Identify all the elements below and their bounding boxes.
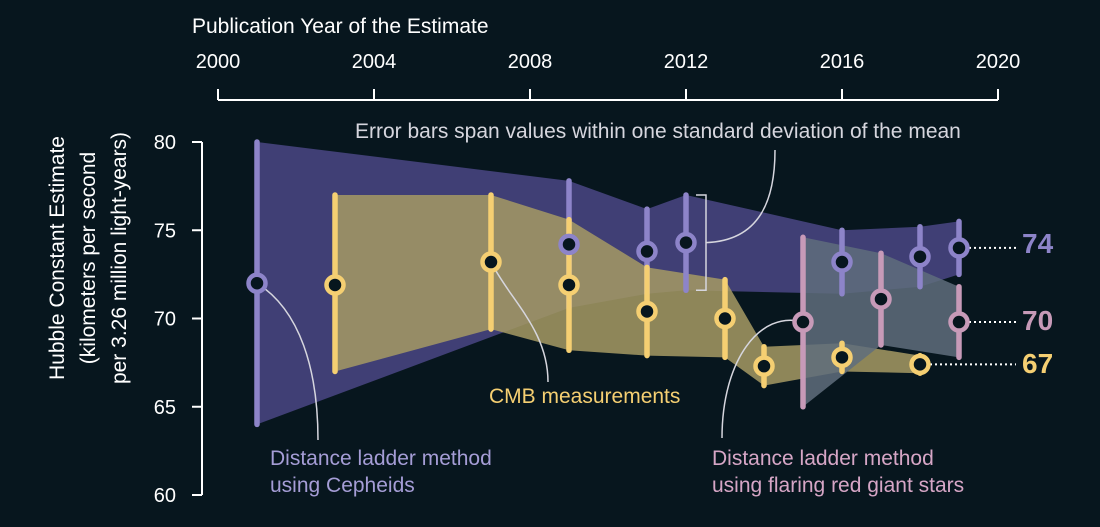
point-cmb-1 [480, 251, 502, 273]
y-tick-label-65: 65 [154, 397, 176, 419]
point-cmb-4 [714, 307, 736, 330]
y-axis: Hubble Constant Estimate (kilometers per… [46, 132, 203, 507]
x-tick-label-2008: 2008 [508, 51, 553, 73]
y-axis-title-line-1: Hubble Constant Estimate [46, 136, 69, 380]
end-label-cmb: 67 [1022, 348, 1053, 379]
data-points [246, 231, 970, 377]
x-tick-label-2016: 2016 [820, 51, 865, 73]
x-tick-label-2012: 2012 [664, 51, 709, 73]
cmb-annotation: CMB measurements [489, 385, 680, 408]
x-tick-label-2000: 2000 [196, 51, 241, 73]
point-cepheids-1 [558, 233, 580, 256]
point-cmb-6 [831, 346, 853, 369]
end-label-cepheids: 74 [1022, 228, 1054, 259]
point-cepheids-2 [636, 240, 658, 263]
point-cmb-0 [324, 274, 346, 296]
point-cmb-5 [753, 355, 775, 377]
leader-cepheids [256, 282, 319, 441]
x-tick-label-2020: 2020 [976, 51, 1021, 73]
y-tick-label-75: 75 [154, 220, 176, 242]
cepheid-annotation-line-2: using Cepheids [270, 474, 415, 497]
point-cmb-3 [636, 300, 658, 323]
point-trgb-1 [870, 288, 892, 310]
point-cepheids-3 [675, 231, 697, 254]
y-tick-label-60: 60 [154, 485, 176, 507]
leader-error-bars [705, 149, 776, 244]
point-cepheids-5 [909, 245, 931, 268]
end-label-trgb: 70 [1022, 305, 1053, 336]
y-tick-label-70: 70 [154, 309, 176, 331]
x-axis-title: Publication Year of the Estimate [192, 15, 489, 38]
trgb-annotation-line-1: Distance ladder method [712, 447, 934, 470]
annotation-leaders [256, 149, 1016, 441]
point-cepheids-6 [948, 237, 970, 259]
uncertainty-bands [257, 142, 959, 425]
point-trgb-0 [792, 311, 814, 333]
annotations: Error bars span values within one standa… [270, 120, 964, 497]
point-trgb-2 [948, 311, 970, 333]
cepheid-annotation-line-1: Distance ladder method [270, 447, 492, 470]
band-cmb [335, 194, 920, 386]
trgb-annotation-line-2: using flaring red giant stars [712, 474, 964, 497]
point-cmb-7 [909, 353, 931, 376]
end-labels: 74 70 67 [1022, 228, 1054, 379]
point-cepheids-4 [831, 251, 853, 273]
point-cmb-2 [558, 274, 580, 296]
y-axis-title-line-3: per 3.26 million light-years) [108, 132, 131, 384]
y-axis-title-line-2: (kilometers per second [77, 152, 100, 364]
leader-cmb [490, 261, 549, 383]
error-bar-bracket [696, 194, 707, 292]
x-axis: Publication Year of the Estimate 2000 200… [192, 15, 1021, 101]
error-bar-annotation: Error bars span values within one standa… [355, 120, 961, 143]
x-tick-label-2004: 2004 [352, 51, 397, 73]
y-tick-label-80: 80 [154, 132, 176, 154]
point-cepheids-0 [246, 272, 268, 294]
leader-trgb [721, 319, 804, 439]
